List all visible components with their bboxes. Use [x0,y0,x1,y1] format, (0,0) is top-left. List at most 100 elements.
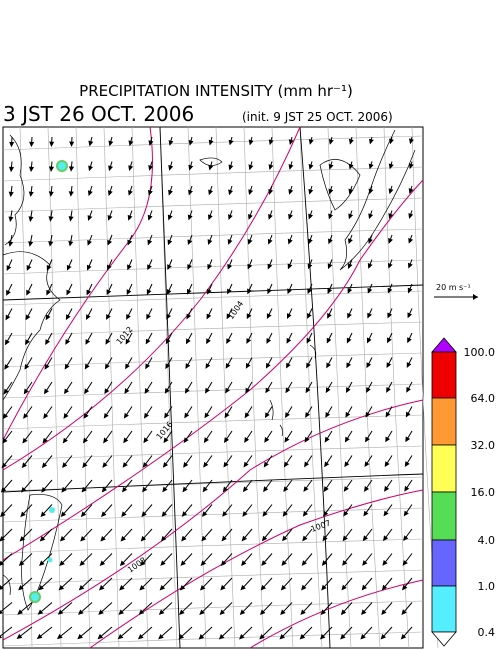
wind-arrow-head [343,510,349,517]
wind-arrow-head [42,437,48,444]
wind-arrow-head [168,140,174,146]
wind-arrow-head [83,413,89,419]
wind-arrow-head [267,263,273,270]
wind-arrow-head [263,486,269,493]
wind-arrow-head [167,264,172,271]
wind-arrow-head [224,412,230,419]
wind-arrow-head [118,609,124,615]
wind-arrow-head [37,609,44,615]
reference-vector-head [473,294,478,300]
wind-arrow-head [60,511,67,518]
wind-arrow-head [307,313,312,319]
wind-arrow-head [107,239,113,246]
wind-arrow-head [25,339,30,346]
wind-arrow-head [267,238,273,245]
grid-line [243,126,265,649]
wind-arrow-head [68,240,74,247]
wind-arrow-head [41,462,48,469]
wind-arrow-head [200,560,207,566]
wind-arrow-head [261,535,268,542]
wind-arrow-head [23,388,29,395]
wind-arrow-head [16,633,23,639]
wind-arrow-head [108,165,114,172]
wind-arrow-head [381,584,388,591]
wind-arrow-head [347,287,353,294]
wind-arrow-head [306,337,312,344]
grid-line [2,197,424,213]
wind-arrow-head [158,633,164,640]
wind-arrow-head [62,437,68,444]
wind-arrow-head [17,609,23,615]
wind-arrow-head [323,486,329,492]
wind-arrow-head [282,535,288,542]
major-grid [2,126,424,649]
coastline [2,129,416,611]
wind-arrow-head [127,239,133,246]
wind-arrow-head [87,215,93,221]
wind-arrow-head [228,164,234,171]
colorbar-label: 0.4 [478,626,496,639]
wind-arrow-head [0,609,3,614]
wind-arrow-head [188,139,194,146]
wind-arrow-head [4,339,10,346]
wind-arrow-head [103,412,109,419]
wind-arrow-head [340,609,347,616]
wind-arrow-head [64,363,70,370]
wind-arrow-head [60,535,66,542]
wind-arrow-head [268,164,274,170]
wind-arrow-head [185,338,191,345]
wind-arrow-head [280,584,287,591]
wind-arrow-head [139,584,145,591]
wind-arrow-head [185,363,191,370]
wind-arrow-head [323,510,329,517]
wind-arrow-head [84,388,90,395]
wind-arrow-head [366,387,371,393]
wind-arrow-head [108,140,114,147]
wind-arrow-head [80,535,86,542]
wind-arrow-head [187,288,192,295]
wind-arrow-head [127,214,133,221]
wind-arrow-head [387,337,392,344]
wind-arrow-head [328,213,334,220]
wind-arrow-head [260,584,267,591]
wind-arrow-head [387,312,393,319]
wind-arrow-head [208,139,214,146]
graticule [2,126,439,649]
wind-arrow-head [218,633,225,640]
wind-arrow-head [226,313,232,320]
wind-arrow-head [6,289,11,296]
wind-arrow-head [367,287,373,294]
wind-arrow-head [160,560,166,566]
wind-arrow-head [1,462,7,469]
wind-arrow-head [198,633,205,640]
wind-arrow-head [105,338,111,345]
wind-arrow-head [286,337,292,344]
wind-arrow-head [46,264,52,271]
wind-arrow-head [340,633,346,640]
wind-arrow-head [204,387,210,394]
wind-arrow-head [244,412,250,419]
wind-arrow-head [117,633,124,640]
wind-arrow-head [86,264,92,271]
wind-arrow-head [26,265,32,271]
wind-arrow-head [226,338,231,345]
wind-arrow-head [304,436,310,443]
wind-arrow-head [263,461,269,468]
wind-arrow-head [39,535,46,542]
wind-arrow-head [180,560,186,566]
wind-field [0,136,414,640]
wind-arrow-head [28,216,34,222]
wind-arrow-head [121,486,128,493]
wind-arrow-head [385,411,391,418]
wind-arrow-head [245,387,251,394]
wind-arrow-head [406,362,412,368]
wind-arrow-head [184,412,190,419]
wind-arrow-head [61,486,67,493]
wind-arrow-head [388,238,393,244]
wind-arrow-head [207,214,213,221]
wind-arrow-head [119,560,126,567]
wind-arrow-head [364,461,370,468]
wind-arrow-head [367,337,372,344]
wind-arrow-head [20,511,26,518]
wind-arrow-head [165,338,171,345]
